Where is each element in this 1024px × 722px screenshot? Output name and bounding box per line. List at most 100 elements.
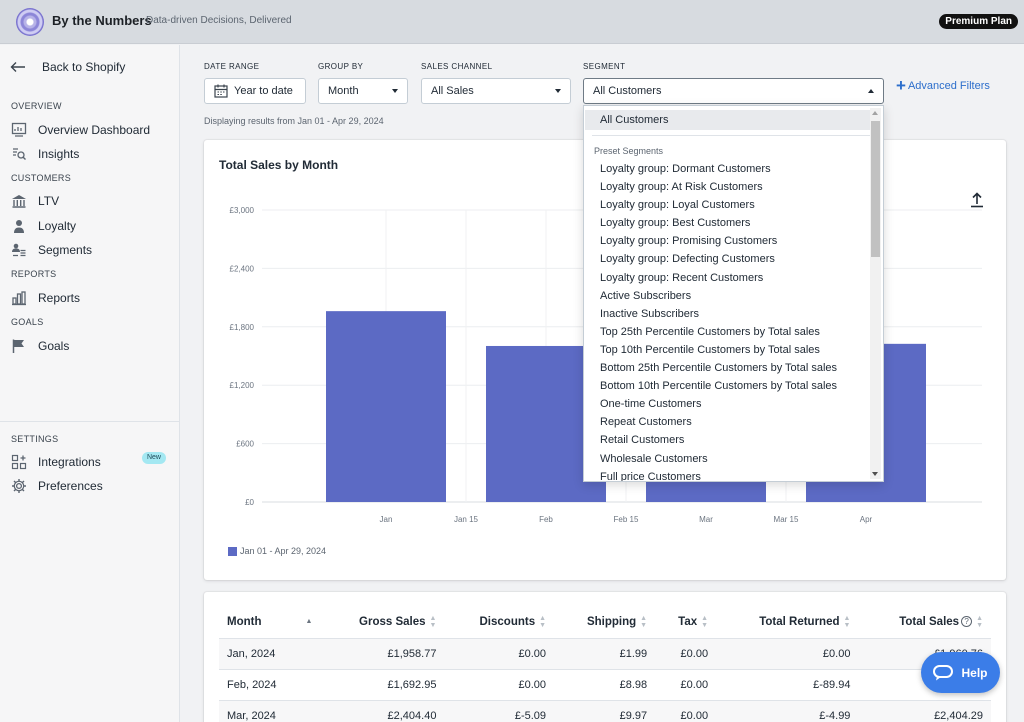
back-label: Back to Shopify (42, 60, 126, 74)
dropdown-option[interactable]: Inactive Subscribers (600, 307, 700, 320)
date-range-value: Year to date (234, 85, 293, 97)
cell-discounts: £0.00 (444, 669, 555, 701)
sidebar-item-integrations[interactable]: Integrations (10, 452, 101, 472)
x-tick-label: Feb (539, 515, 553, 524)
dropdown-option[interactable]: Active Subscribers (600, 289, 692, 302)
legend-swatch (228, 546, 237, 556)
plan-badge: Premium Plan (939, 14, 1018, 29)
col-discounts[interactable]: Discounts ▲ ▼ (444, 606, 555, 639)
dropdown-option[interactable]: Full price Customers (600, 470, 701, 482)
sidebar-item-label: LTV (38, 194, 60, 208)
sidebar-item-ltv[interactable]: LTV (10, 191, 59, 211)
dropdown-divider (592, 135, 870, 136)
dropdown-option-selected[interactable]: All Customers (585, 110, 871, 130)
export-icon[interactable] (970, 192, 984, 208)
sidebar-item-reports[interactable]: Reports (10, 288, 80, 308)
help-label: Help (961, 665, 988, 680)
dropdown-option[interactable]: Retail Customers (600, 434, 685, 447)
sidebar-item-label: Segments (38, 243, 93, 257)
scrollbar-thumb[interactable] (871, 121, 880, 257)
segment-select[interactable]: All Customers (583, 78, 884, 104)
sidebar-item-insights[interactable]: Insights (10, 144, 79, 164)
back-to-shopify-link[interactable]: Back to Shopify (10, 57, 125, 77)
x-tick-label: Jan 15 (454, 515, 479, 524)
legend-label: Jan 01 - Apr 29, 2024 (240, 546, 327, 556)
cell-tax: £0.00 (655, 669, 717, 701)
dropdown-option[interactable]: Loyalty group: Promising Customers (600, 235, 778, 248)
bar-jan[interactable] (326, 311, 446, 502)
sidebar-item-label: Integrations (38, 455, 101, 469)
new-badge: New (142, 452, 166, 464)
section-settings: SETTINGS (11, 434, 59, 444)
col-month[interactable]: Month ▲ (219, 606, 321, 639)
advanced-filters-label: Advanced Filters (907, 80, 990, 92)
segment-dropdown-menu[interactable]: All Customers Preset Segments Loyalty gr… (583, 105, 884, 482)
date-range-label: DATE RANGE (204, 62, 260, 71)
dropdown-option[interactable]: Loyalty group: Loyal Customers (600, 199, 755, 212)
cell-month: Jan, 2024 (219, 638, 321, 670)
x-tick-label: Apr (860, 515, 873, 524)
scroll-up-icon[interactable] (872, 111, 878, 115)
insights-icon (10, 145, 28, 163)
top-bar: By the Numbers Data-driven Decisions, De… (0, 0, 1024, 44)
date-range-button[interactable]: Year to date (204, 78, 306, 104)
col-tax[interactable]: Tax ▲ ▼ (655, 606, 717, 639)
sidebar-item-preferences[interactable]: Preferences (10, 476, 103, 496)
dropdown-option[interactable]: Bottom 10th Percentile Customers by Tota… (600, 380, 838, 393)
sales-channel-select[interactable]: All Sales (421, 78, 571, 104)
sidebar-item-overview-dashboard[interactable]: Overview Dashboard (10, 120, 150, 140)
dropdown-group-label: Preset Segments (594, 146, 664, 156)
sidebar-item-segments[interactable]: Segments (10, 240, 92, 260)
arrow-left-icon (10, 62, 25, 72)
advanced-filters-link[interactable]: + Advanced Filters (896, 77, 990, 94)
caret-up-icon (868, 89, 874, 93)
integrations-icon (10, 453, 28, 471)
col-gross-sales[interactable]: Gross Sales ▲ ▼ (320, 606, 445, 639)
y-tick-label: £1,800 (230, 323, 255, 332)
dropdown-option[interactable]: Loyalty group: Recent Customers (600, 271, 764, 284)
group-by-value: Month (328, 85, 359, 97)
cell-total-returned: £0.00 (716, 638, 859, 670)
col-shipping[interactable]: Shipping ▲ ▼ (554, 606, 656, 639)
sales-channel-label: SALES CHANNEL (421, 62, 493, 71)
scroll-down-icon[interactable] (872, 472, 878, 476)
table-header-row: Month ▲ Gross Sales ▲ ▼ Discounts ▲ ▼ Shippin… (219, 606, 991, 639)
group-by-select[interactable]: Month (318, 78, 408, 104)
chart-title: Total Sales by Month (219, 158, 339, 172)
dropdown-option[interactable]: Loyalty group: Best Customers (600, 217, 751, 230)
section-customers: CUSTOMERS (11, 173, 72, 183)
flag-icon (10, 337, 28, 355)
section-overview: OVERVIEW (11, 101, 62, 111)
dropdown-option[interactable]: Repeat Customers (600, 416, 692, 429)
x-tick-label: Jan (380, 515, 393, 524)
y-tick-label: £2,400 (230, 264, 255, 273)
col-total-returned[interactable]: Total Returned ▲ ▼ (716, 606, 859, 639)
bar-chart-icon (10, 289, 28, 307)
dropdown-scrollbar[interactable] (870, 108, 881, 479)
dropdown-option[interactable]: Wholesale Customers (600, 452, 708, 465)
dropdown-option[interactable]: Top 25th Percentile Customers by Total s… (600, 325, 820, 338)
dropdown-option[interactable]: Top 10th Percentile Customers by Total s… (600, 343, 820, 356)
col-total-sales[interactable]: Total Sales? ▲ ▼ (858, 606, 991, 639)
dropdown-option[interactable]: One-time Customers (600, 398, 702, 411)
help-circle-icon[interactable]: ? (961, 616, 973, 628)
sidebar-item-label: Reports (38, 291, 81, 305)
cell-total-returned: £-4.99 (716, 700, 859, 722)
help-button[interactable]: Help (921, 652, 1000, 693)
chart-legend[interactable]: Jan 01 - Apr 29, 2024 (228, 546, 326, 556)
dropdown-option[interactable]: Loyalty group: Dormant Customers (600, 163, 771, 175)
dropdown-option[interactable]: Loyalty group: Defecting Customers (600, 253, 775, 266)
dropdown-option[interactable]: Loyalty group: At Risk Customers (600, 181, 763, 194)
sidebar-item-label: Preferences (38, 479, 103, 493)
dropdown-option[interactable]: Bottom 25th Percentile Customers by Tota… (600, 362, 838, 375)
table-row: Jan, 2024 £1,958.77 £0.00 £1.99 £0.00 £0… (219, 638, 991, 670)
x-tick-label: Feb 15 (614, 515, 639, 524)
sidebar-item-loyalty[interactable]: Loyalty (10, 216, 76, 236)
sidebar-item-goals[interactable]: Goals (10, 336, 69, 356)
person-icon (10, 217, 28, 235)
sort-icon: ▲ ▼ (976, 614, 983, 629)
app-logo (16, 8, 44, 36)
segment-value: All Customers (593, 85, 662, 97)
group-by-label: GROUP BY (318, 62, 364, 71)
calendar-icon (214, 84, 228, 98)
